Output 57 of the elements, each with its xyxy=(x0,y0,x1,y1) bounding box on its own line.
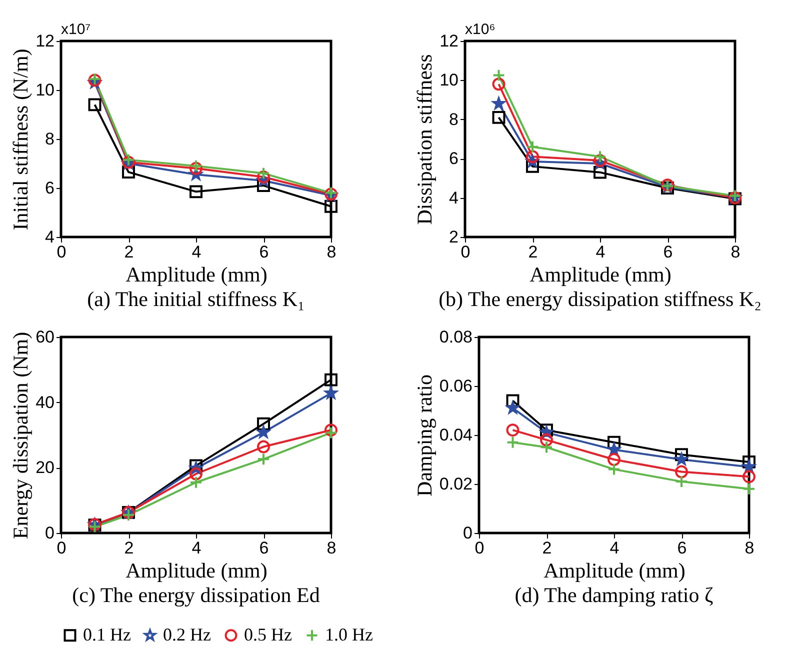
y-tick-label: 0.08 xyxy=(439,328,472,346)
y-tick-label: 0.06 xyxy=(439,376,472,396)
x-tick-label: 6 xyxy=(259,538,269,558)
y-tick-label: 0 xyxy=(463,524,472,542)
x-tick-label: 6 xyxy=(259,242,269,262)
x-tick-label: 8 xyxy=(326,242,336,262)
x-tick-label: 2 xyxy=(124,538,134,558)
x-tick-label: 0 xyxy=(56,538,66,558)
y-tick-label: 10 xyxy=(440,70,458,90)
y-tick-label: 0.02 xyxy=(439,474,472,494)
x-tick-label: 6 xyxy=(677,538,687,558)
y-tick-label: 40 xyxy=(36,392,54,412)
legend-label: 0.2 Hz xyxy=(163,624,211,644)
y-tick-label: 8 xyxy=(449,110,458,129)
y-tick-label: 4 xyxy=(45,228,54,246)
x-tick-label: 0 xyxy=(56,242,66,262)
y-tick-label: 60 xyxy=(36,328,54,346)
x-tick-label: 2 xyxy=(124,242,134,262)
x-tick-label: 4 xyxy=(610,538,620,558)
text: (d) The damping ratio ζ xyxy=(514,583,714,607)
legend-label: 1.0 Hz xyxy=(325,624,373,644)
y-axis-title: Energy dissipation (Nm) xyxy=(8,332,33,540)
y-tick-label: 12 xyxy=(36,32,54,50)
x-axis-title: Amplitude (mm) xyxy=(544,558,686,582)
y-axis-title: Dissipation stiffness xyxy=(412,54,437,225)
x-tick-label: 4 xyxy=(192,242,202,262)
x-tick-label: 8 xyxy=(326,538,336,558)
y-tick-label: 6 xyxy=(449,149,458,168)
x-axis-title: Amplitude (mm) xyxy=(126,558,268,582)
y-tick-label: 12 xyxy=(440,32,458,50)
y-tick-label: 0 xyxy=(45,524,54,542)
legend-label: 0.1 Hz xyxy=(83,624,131,644)
y-tick-label: 10 xyxy=(36,80,54,100)
text: x10⁶ xyxy=(465,21,496,38)
x-tick-label: 0 xyxy=(474,538,484,558)
x-axis-title: Amplitude (mm) xyxy=(530,262,672,286)
x-axis-title: Amplitude (mm) xyxy=(126,262,268,286)
y-axis-title: Damping ratio xyxy=(412,374,436,496)
text: (c) The energy dissipation Ed xyxy=(72,583,320,607)
y-tick-label: 6 xyxy=(45,178,54,198)
y-axis-title: Initial stiffness (N/m) xyxy=(8,48,33,230)
x-tick-label: 8 xyxy=(730,242,740,262)
y-tick-label: 8 xyxy=(45,130,54,148)
y-tick-label: 2 xyxy=(449,228,458,246)
y-tick-label: 4 xyxy=(449,188,458,208)
y-tick-label: 0.04 xyxy=(439,426,472,444)
x-tick-label: 6 xyxy=(663,242,673,262)
x-tick-label: 4 xyxy=(596,242,606,262)
legend-label: 0.5 Hz xyxy=(244,624,292,644)
text: x10⁷ xyxy=(61,21,91,38)
x-tick-label: 4 xyxy=(192,538,202,558)
text: (a) The initial stiffness K₁ xyxy=(87,287,305,311)
x-tick-label: 2 xyxy=(528,242,538,262)
y-tick-label: 20 xyxy=(36,458,54,478)
x-tick-label: 2 xyxy=(542,538,552,558)
text: (b) The energy dissipation stiffness K₂ xyxy=(438,287,762,311)
x-tick-label: 8 xyxy=(744,538,754,558)
